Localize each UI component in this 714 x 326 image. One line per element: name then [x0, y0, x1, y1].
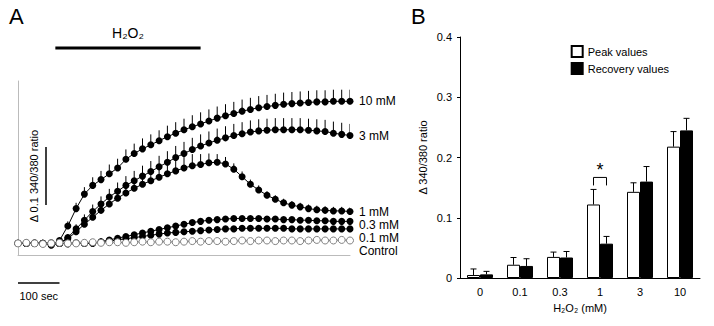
- svg-text:0.3: 0.3: [437, 91, 452, 103]
- svg-text:0.1: 0.1: [437, 212, 452, 224]
- svg-text:0.1: 0.1: [512, 286, 527, 298]
- svg-text:Peak values: Peak values: [588, 46, 648, 58]
- svg-text:0: 0: [477, 286, 483, 298]
- svg-text:H₂O₂: H₂O₂: [112, 25, 144, 41]
- svg-text:A: A: [9, 4, 24, 29]
- svg-text:0.3: 0.3: [552, 286, 567, 298]
- svg-text:B: B: [411, 4, 426, 29]
- svg-text:Δ 340/380 ratio: Δ 340/380 ratio: [417, 120, 429, 194]
- svg-text:0.1 mM: 0.1 mM: [359, 231, 399, 245]
- svg-text:0.2: 0.2: [437, 152, 452, 164]
- svg-text:3 mM: 3 mM: [359, 129, 389, 143]
- svg-text:0.4: 0.4: [437, 31, 452, 43]
- svg-text:3: 3: [637, 286, 643, 298]
- svg-text:Δ 0.1 340/380 ratio: Δ 0.1 340/380 ratio: [28, 130, 40, 222]
- svg-text:1 mM: 1 mM: [359, 205, 389, 219]
- svg-text:H₂O₂ (mM): H₂O₂ (mM): [553, 302, 607, 314]
- svg-text:Recovery values: Recovery values: [588, 63, 670, 75]
- svg-text:1: 1: [597, 286, 603, 298]
- svg-text:100 sec: 100 sec: [19, 290, 58, 302]
- svg-text:10: 10: [674, 286, 686, 298]
- svg-text:Control: Control: [359, 244, 398, 258]
- svg-text:0.3 mM: 0.3 mM: [359, 218, 399, 232]
- svg-text:0: 0: [446, 272, 452, 284]
- svg-text:10 mM: 10 mM: [359, 94, 396, 108]
- svg-text:*: *: [596, 160, 603, 180]
